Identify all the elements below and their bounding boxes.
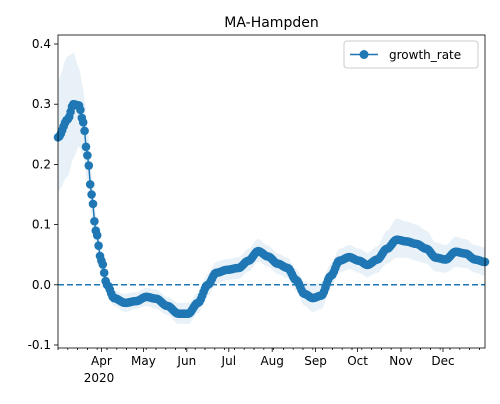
data-point xyxy=(85,180,95,189)
x-tick-label: Apr xyxy=(91,354,112,368)
data-point xyxy=(94,241,103,250)
x-tick-label: Sep xyxy=(304,354,327,368)
data-point xyxy=(98,260,108,269)
data-point xyxy=(99,268,109,278)
chart-title: MA-Hampden xyxy=(224,15,318,31)
plot-area-frame xyxy=(57,34,486,349)
x-year-label: 2020 xyxy=(84,371,115,385)
x-tick-label: Dec xyxy=(431,354,454,368)
y-tick-label: 0.0 xyxy=(32,278,51,292)
data-point xyxy=(84,161,94,170)
y-tick-label: 0.4 xyxy=(32,37,51,51)
data-point xyxy=(87,190,96,199)
y-tick-label: 0.1 xyxy=(32,218,51,232)
y-tick-label: -0.1 xyxy=(28,338,51,352)
legend: growth_rate xyxy=(343,40,479,69)
data-point xyxy=(90,216,99,226)
x-tick-label: Jun xyxy=(176,354,196,368)
y-tick-label: 0.2 xyxy=(32,157,51,171)
x-tick-label: Nov xyxy=(389,354,412,368)
x-tick-label: Jul xyxy=(221,354,236,368)
x-tick-label: Aug xyxy=(260,354,283,368)
series-layer xyxy=(53,99,490,318)
x-tick-label: May xyxy=(131,354,156,368)
legend-box xyxy=(343,40,479,69)
data-point xyxy=(81,142,91,152)
legend-marker-sample xyxy=(359,50,369,59)
data-point xyxy=(88,199,98,209)
data-point xyxy=(92,231,102,240)
data-point xyxy=(83,151,92,160)
y-tick-label: 0.3 xyxy=(32,97,51,111)
data-point xyxy=(76,105,85,115)
data-point xyxy=(80,126,89,136)
data-point xyxy=(78,117,88,127)
axes-layer: -0.1 0.0 0.1 0.2 0.3 0.4 Apr May Jun Jul Aug Sep Oct… xyxy=(28,34,486,368)
x-tick-label: Oct xyxy=(347,354,368,368)
legend-label: growth_rate xyxy=(389,48,461,62)
